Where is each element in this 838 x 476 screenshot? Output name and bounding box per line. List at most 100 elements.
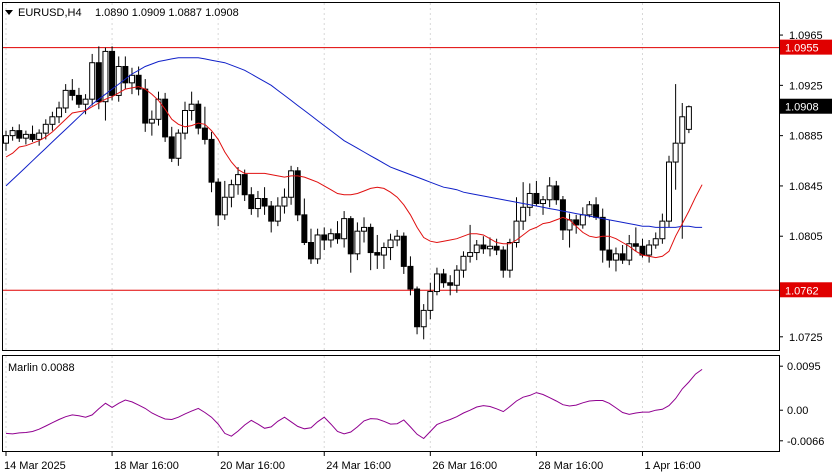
current-price-label: 1.0908 — [785, 102, 819, 114]
candle-body-bearish — [400, 235, 407, 267]
time-axis: 14 Mar 2025 18 Mar 16:00 20 Mar 16:00 24 Ma… — [4, 452, 701, 472]
candle-body-bullish — [433, 273, 440, 293]
candle-body-bullish — [314, 234, 321, 260]
candle-body-bearish — [241, 174, 248, 196]
candle-body-bearish — [95, 62, 102, 103]
fast-ma-line — [5, 86, 703, 259]
moving-averages — [5, 57, 703, 259]
candle-body-bullish — [274, 205, 281, 222]
candle-body-bullish — [626, 243, 633, 261]
candle-body-bullish — [506, 242, 513, 271]
candle-body-bullish — [546, 185, 553, 201]
candle-body-bearish — [208, 138, 215, 183]
dropdown-triangle-icon[interactable] — [5, 10, 13, 15]
time-tick-label: 20 Mar 16:00 — [220, 460, 285, 472]
oscillator-tick-label: 0.0095 — [787, 361, 821, 373]
candle-body-bearish — [268, 205, 275, 222]
candle-body-bearish — [407, 265, 414, 290]
ohlc-label: 1.0890 1.0909 1.0887 1.0908 — [95, 7, 239, 19]
candle-body-bearish — [261, 198, 268, 207]
candle-body-bullish — [288, 170, 295, 198]
price-tick-label: 1.0845 — [789, 181, 823, 193]
candle-body-bullish — [685, 106, 692, 130]
level-price-label: 1.0955 — [785, 43, 819, 55]
candle-body-bearish — [307, 242, 314, 260]
candle-body-bearish — [301, 214, 308, 244]
candle-body-bearish — [294, 170, 301, 216]
candle-body-bearish — [69, 89, 76, 96]
candle-body-bullish — [526, 192, 533, 208]
candle-body-bullish — [672, 142, 679, 163]
oscillator-axis: 0.0095 0.00 -0.0066 — [779, 361, 824, 448]
candle-body-bullish — [486, 245, 493, 250]
candle-body-bearish — [559, 199, 566, 231]
candle-body-bearish — [440, 273, 447, 284]
candle-body-bullish — [387, 239, 394, 249]
candle-body-bullish — [188, 103, 195, 111]
candle-body-bullish — [460, 255, 467, 271]
candle-body-bearish — [593, 204, 600, 218]
candle-body-bullish — [679, 116, 686, 144]
candle-body-bullish — [394, 235, 401, 241]
price-tick-label: 1.0805 — [789, 231, 823, 243]
candles — [3, 46, 692, 340]
candle-body-bearish — [619, 253, 626, 261]
oscillator — [5, 368, 703, 440]
candle-body-bearish — [215, 181, 222, 216]
candle-body-bearish — [162, 98, 169, 138]
candle-body-bullish — [586, 204, 593, 216]
time-tick-label: 1 Apr 16:00 — [644, 460, 700, 472]
candle-body-bullish — [666, 161, 672, 222]
candle-body-bullish — [354, 230, 361, 255]
candle-body-bullish — [341, 218, 348, 240]
symbol-label: EURUSD,H4 — [18, 7, 82, 19]
chart-header: EURUSD,H4 1.0890 1.0909 1.0887 1.0908 — [5, 7, 239, 19]
candle-body-bearish — [201, 127, 208, 140]
candle-body-bearish — [347, 218, 354, 255]
oscillator-label: Marlin 0.0088 — [8, 362, 75, 374]
candle-body-bullish — [182, 109, 189, 134]
candle-body-bullish — [221, 196, 228, 216]
slow-ma-line — [5, 57, 703, 228]
oscillator-line — [5, 368, 703, 440]
candle-body-bearish — [374, 252, 381, 256]
candle-body-bearish — [599, 216, 606, 251]
candle-body-bearish — [29, 133, 36, 140]
candle-body-bearish — [248, 194, 255, 210]
candle-body-bullish — [646, 244, 653, 256]
candle-body-bullish — [89, 62, 96, 100]
candle-body-bullish — [659, 220, 666, 240]
candle-body-bearish — [109, 50, 116, 96]
candle-body-bearish — [135, 74, 142, 90]
time-tick-label: 26 Mar 16:00 — [432, 460, 497, 472]
candle-body-bullish — [361, 226, 368, 232]
oscillator-tick-label: -0.0066 — [787, 436, 824, 448]
time-tick-label: 28 Mar 16:00 — [538, 460, 603, 472]
candle-body-bullish — [62, 89, 69, 109]
price-tick-label: 1.0885 — [789, 131, 823, 143]
candle-body-bearish — [573, 219, 580, 226]
grid — [5, 3, 643, 451]
candle-body-bullish — [420, 309, 427, 328]
candle-body-bullish — [175, 132, 182, 159]
candle-body-bullish — [148, 118, 155, 124]
candle-body-bearish — [414, 288, 421, 328]
candle-body-bullish — [473, 244, 480, 254]
candle-body-bullish — [235, 174, 242, 186]
candle-body-bearish — [553, 185, 560, 201]
price-tick-label: 1.0725 — [789, 332, 823, 344]
candle-body-bullish — [82, 98, 89, 105]
candle-body-bearish — [500, 249, 507, 271]
candle-body-bullish — [42, 123, 49, 134]
candle-body-bullish — [327, 233, 334, 241]
candle-body-bullish — [540, 199, 547, 205]
candle-body-bullish — [652, 238, 659, 246]
candle-body-bullish — [228, 184, 235, 198]
candle-body-bullish — [427, 291, 434, 311]
time-tick-label: 18 Mar 16:00 — [114, 460, 179, 472]
candle-body-bearish — [606, 249, 613, 261]
price-tick-label: 1.0965 — [789, 30, 823, 42]
candle-body-bullish — [579, 214, 586, 226]
candle-body-bullish — [520, 206, 527, 222]
current-price-tag — [780, 98, 832, 114]
